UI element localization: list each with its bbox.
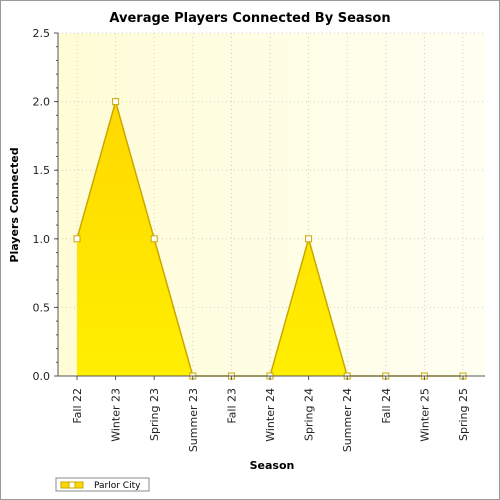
x-tick-label: Spring 24 (303, 388, 316, 441)
axes: 0.0 0.5 1.0 1.5 2.0 2.5 Fall 22 Winter 23 Spring… (33, 27, 485, 452)
y-tick-label: 0.5 (33, 301, 51, 314)
y-tick-label: 2.0 (33, 96, 51, 109)
x-tick-label: Winter 24 (264, 388, 277, 442)
x-tick-label: Fall 24 (380, 388, 393, 424)
area-fill (77, 101, 463, 376)
legend: Parlor City (55, 477, 150, 492)
y-tick-label: 1.5 (33, 164, 51, 177)
y-tick-label: 1.0 (33, 233, 51, 246)
data-point (112, 98, 120, 106)
y-axis-label: Players Connected (8, 147, 21, 262)
x-tick-label: Summer 24 (341, 388, 354, 452)
x-tick-label: Spring 23 (148, 388, 161, 441)
x-tick-label: Spring 25 (457, 388, 470, 441)
y-tick-label: 2.5 (33, 27, 51, 40)
x-tick-label: Fall 22 (71, 388, 84, 424)
data-point (73, 235, 81, 243)
x-tick-label: Fall 23 (225, 388, 238, 424)
data-point (305, 235, 313, 243)
legend-label: Parlor City (94, 481, 141, 491)
legend-marker (68, 481, 76, 489)
data-point (150, 235, 158, 243)
x-tick-label: Winter 25 (418, 388, 431, 442)
x-tick-label: Summer 23 (187, 388, 200, 452)
chart-title: Average Players Connected By Season (109, 11, 390, 26)
y-tick-label: 0.0 (33, 370, 51, 383)
x-tick-label: Winter 23 (110, 388, 123, 442)
x-axis-label: Season (250, 459, 295, 472)
